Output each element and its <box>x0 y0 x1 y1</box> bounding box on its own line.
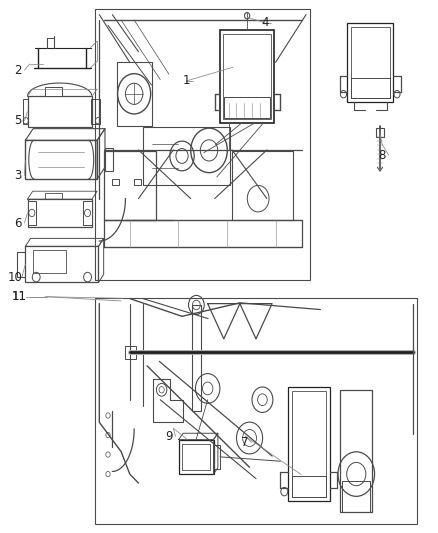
Bar <box>134 179 141 185</box>
Text: 1: 1 <box>183 75 190 87</box>
Text: 9: 9 <box>165 430 173 443</box>
Bar <box>25 246 99 282</box>
Bar <box>28 201 36 224</box>
Text: 4: 4 <box>261 16 268 29</box>
Bar <box>95 10 311 280</box>
Bar <box>143 127 230 185</box>
Bar <box>83 201 92 224</box>
Bar <box>347 22 393 102</box>
Bar <box>182 444 210 470</box>
Bar <box>25 140 97 179</box>
Text: 5: 5 <box>14 114 21 127</box>
Bar <box>33 250 66 273</box>
Text: 8: 8 <box>378 149 386 161</box>
Bar <box>104 151 156 220</box>
Bar <box>351 27 390 98</box>
Bar <box>223 34 271 119</box>
Text: 10: 10 <box>8 271 23 284</box>
Text: 7: 7 <box>241 436 249 449</box>
Bar <box>224 98 270 118</box>
Bar <box>376 128 385 136</box>
Bar <box>340 391 372 512</box>
Bar <box>125 346 136 359</box>
Bar <box>91 99 100 124</box>
Bar <box>95 298 417 523</box>
Text: 11: 11 <box>12 290 27 303</box>
Bar <box>113 179 119 185</box>
Bar <box>342 481 370 512</box>
Bar <box>232 151 293 220</box>
Bar <box>292 391 326 497</box>
Bar <box>191 305 201 411</box>
Bar <box>45 87 62 96</box>
Bar <box>292 475 326 497</box>
Bar <box>220 30 274 123</box>
Bar <box>351 78 390 98</box>
Text: 2: 2 <box>14 64 21 77</box>
Text: 6: 6 <box>14 216 21 230</box>
Bar <box>23 99 28 124</box>
Text: 3: 3 <box>14 169 21 182</box>
Bar <box>179 440 213 474</box>
Bar <box>213 445 220 469</box>
Text: 11: 11 <box>12 290 27 303</box>
Bar <box>28 96 92 127</box>
Bar <box>28 199 92 227</box>
Bar <box>45 193 62 199</box>
Bar <box>288 387 329 501</box>
Bar <box>105 148 113 171</box>
